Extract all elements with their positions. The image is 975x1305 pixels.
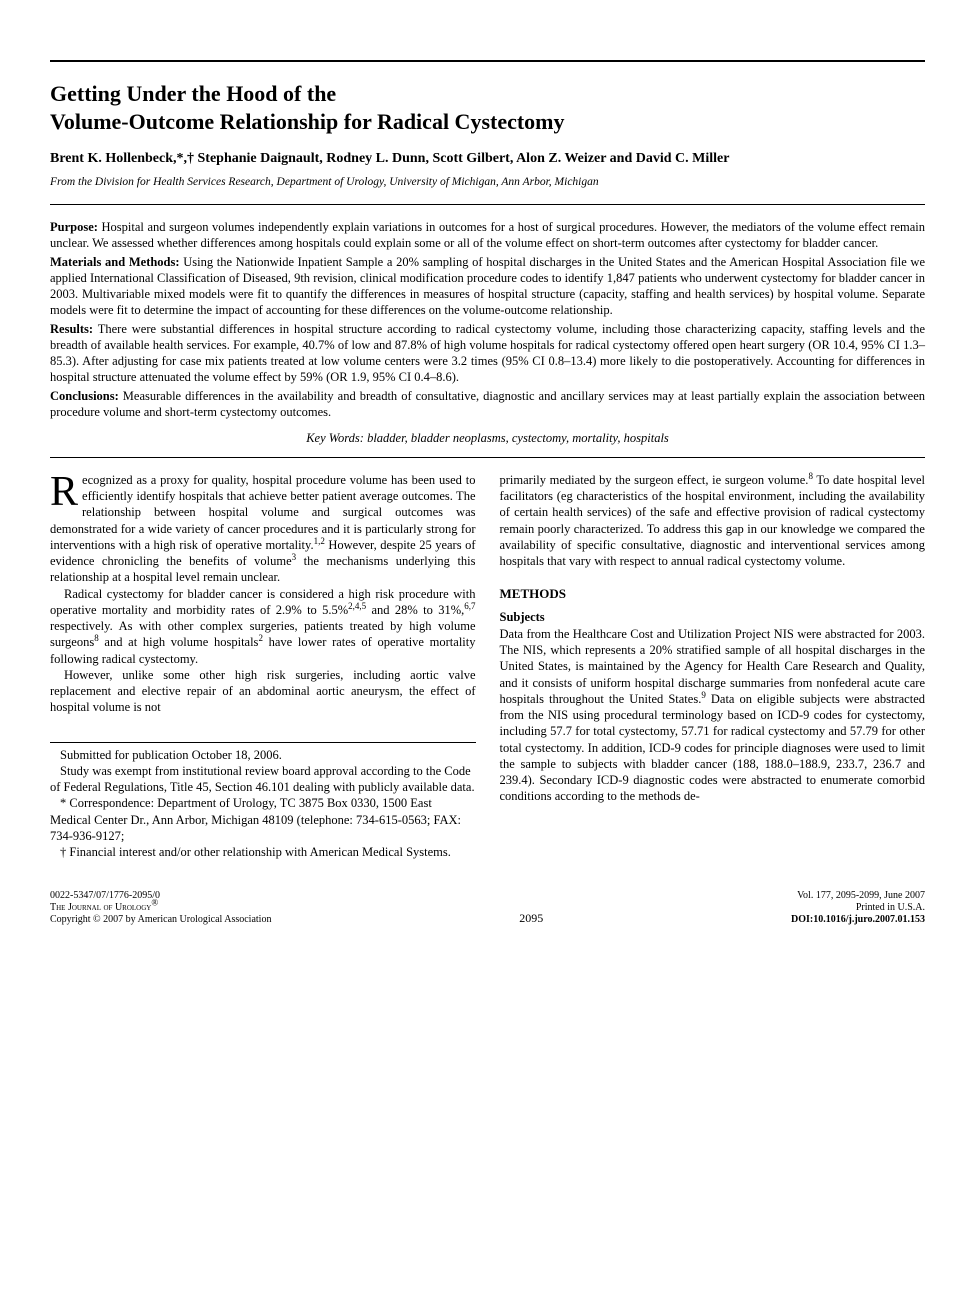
title-line-1: Getting Under the Hood of the [50, 81, 336, 106]
ref-67: 6,7 [464, 601, 475, 611]
footer-doi: DOI:10.1016/j.juro.2007.01.153 [791, 914, 925, 925]
purpose-label: Purpose: [50, 220, 98, 234]
intro-para-3b: primarily mediated by the surgeon effect… [500, 472, 926, 570]
methods-para-1: Data from the Healthcare Cost and Utiliz… [500, 626, 926, 805]
abstract-results: Results: There were substantial differen… [50, 321, 925, 386]
footer-right: Vol. 177, 2095-2099, June 2007 Printed i… [791, 890, 925, 926]
p4b: Data on eligible subjects were abstracte… [500, 692, 926, 804]
intro-para-2: Radical cystectomy for bladder cancer is… [50, 586, 476, 667]
rule-above-abstract [50, 204, 925, 205]
p2d: and at high volume hospitals [99, 635, 259, 649]
abstract-purpose: Purpose: Hospital and surgeon volumes in… [50, 219, 925, 252]
body-columns: Recognized as a proxy for quality, hospi… [50, 472, 925, 861]
rule-below-abstract [50, 457, 925, 458]
top-rule [50, 60, 925, 62]
footer-copyright: Copyright © 2007 by American Urological … [50, 914, 271, 925]
methods-text: Using the Nationwide Inpatient Sample a … [50, 255, 925, 318]
footer-vol: Vol. 177, 2095-2099, June 2007 [797, 890, 925, 901]
results-label: Results: [50, 322, 93, 336]
page-footer: 0022-5347/07/1776-2095/0 The Journal of … [50, 890, 925, 926]
intro-para-3a: However, unlike some other high risk sur… [50, 667, 476, 716]
title-line-2: Volume-Outcome Relationship for Radical … [50, 109, 565, 134]
methods-label: Materials and Methods: [50, 255, 180, 269]
purpose-text: Hospital and surgeon volumes independent… [50, 220, 925, 250]
intro-para-1: Recognized as a proxy for quality, hospi… [50, 472, 476, 586]
author-list: Brent K. Hollenbeck,*,† Stephanie Daigna… [50, 149, 925, 169]
conclusions-text: Measurable differences in the availabili… [50, 389, 925, 419]
footnote-irb: Study was exempt from institutional revi… [50, 763, 476, 796]
ref-1-2: 1,2 [314, 536, 325, 546]
affiliation: From the Division for Health Services Re… [50, 175, 925, 191]
footnote-submitted: Submitted for publication October 18, 20… [50, 747, 476, 763]
subjects-heading: Subjects [500, 609, 926, 626]
footer-issn: 0022-5347/07/1776-2095/0 [50, 890, 160, 901]
abstract-block: Purpose: Hospital and surgeon volumes in… [50, 219, 925, 420]
footer-left: 0022-5347/07/1776-2095/0 The Journal of … [50, 890, 271, 926]
p3b: primarily mediated by the surgeon effect… [500, 473, 809, 487]
abstract-conclusions: Conclusions: Measurable differences in t… [50, 388, 925, 421]
keywords: Key Words: bladder, bladder neoplasms, c… [50, 430, 925, 447]
p3c: To date hospital level facilitators (eg … [500, 473, 926, 568]
ref-245: 2,4,5 [348, 601, 366, 611]
methods-heading: METHODS [500, 585, 926, 603]
footer-journal: The Journal of Urology [50, 902, 151, 913]
reg-mark: ® [151, 898, 158, 908]
footnotes-block: Submitted for publication October 18, 20… [50, 742, 476, 861]
conclusions-label: Conclusions: [50, 389, 119, 403]
abstract-methods: Materials and Methods: Using the Nationw… [50, 254, 925, 319]
footer-printed: Printed in U.S.A. [856, 902, 925, 913]
footnote-correspondence: * Correspondence: Department of Urology,… [50, 795, 476, 844]
p3a: However, unlike some other high risk sur… [50, 668, 476, 715]
footer-page: 2095 [519, 910, 543, 926]
footnote-disclosure: † Financial interest and/or other relati… [50, 844, 476, 860]
results-text: There were substantial differences in ho… [50, 322, 925, 385]
p2b: and 28% to 31%, [366, 603, 464, 617]
article-title: Getting Under the Hood of the Volume-Out… [50, 80, 925, 135]
